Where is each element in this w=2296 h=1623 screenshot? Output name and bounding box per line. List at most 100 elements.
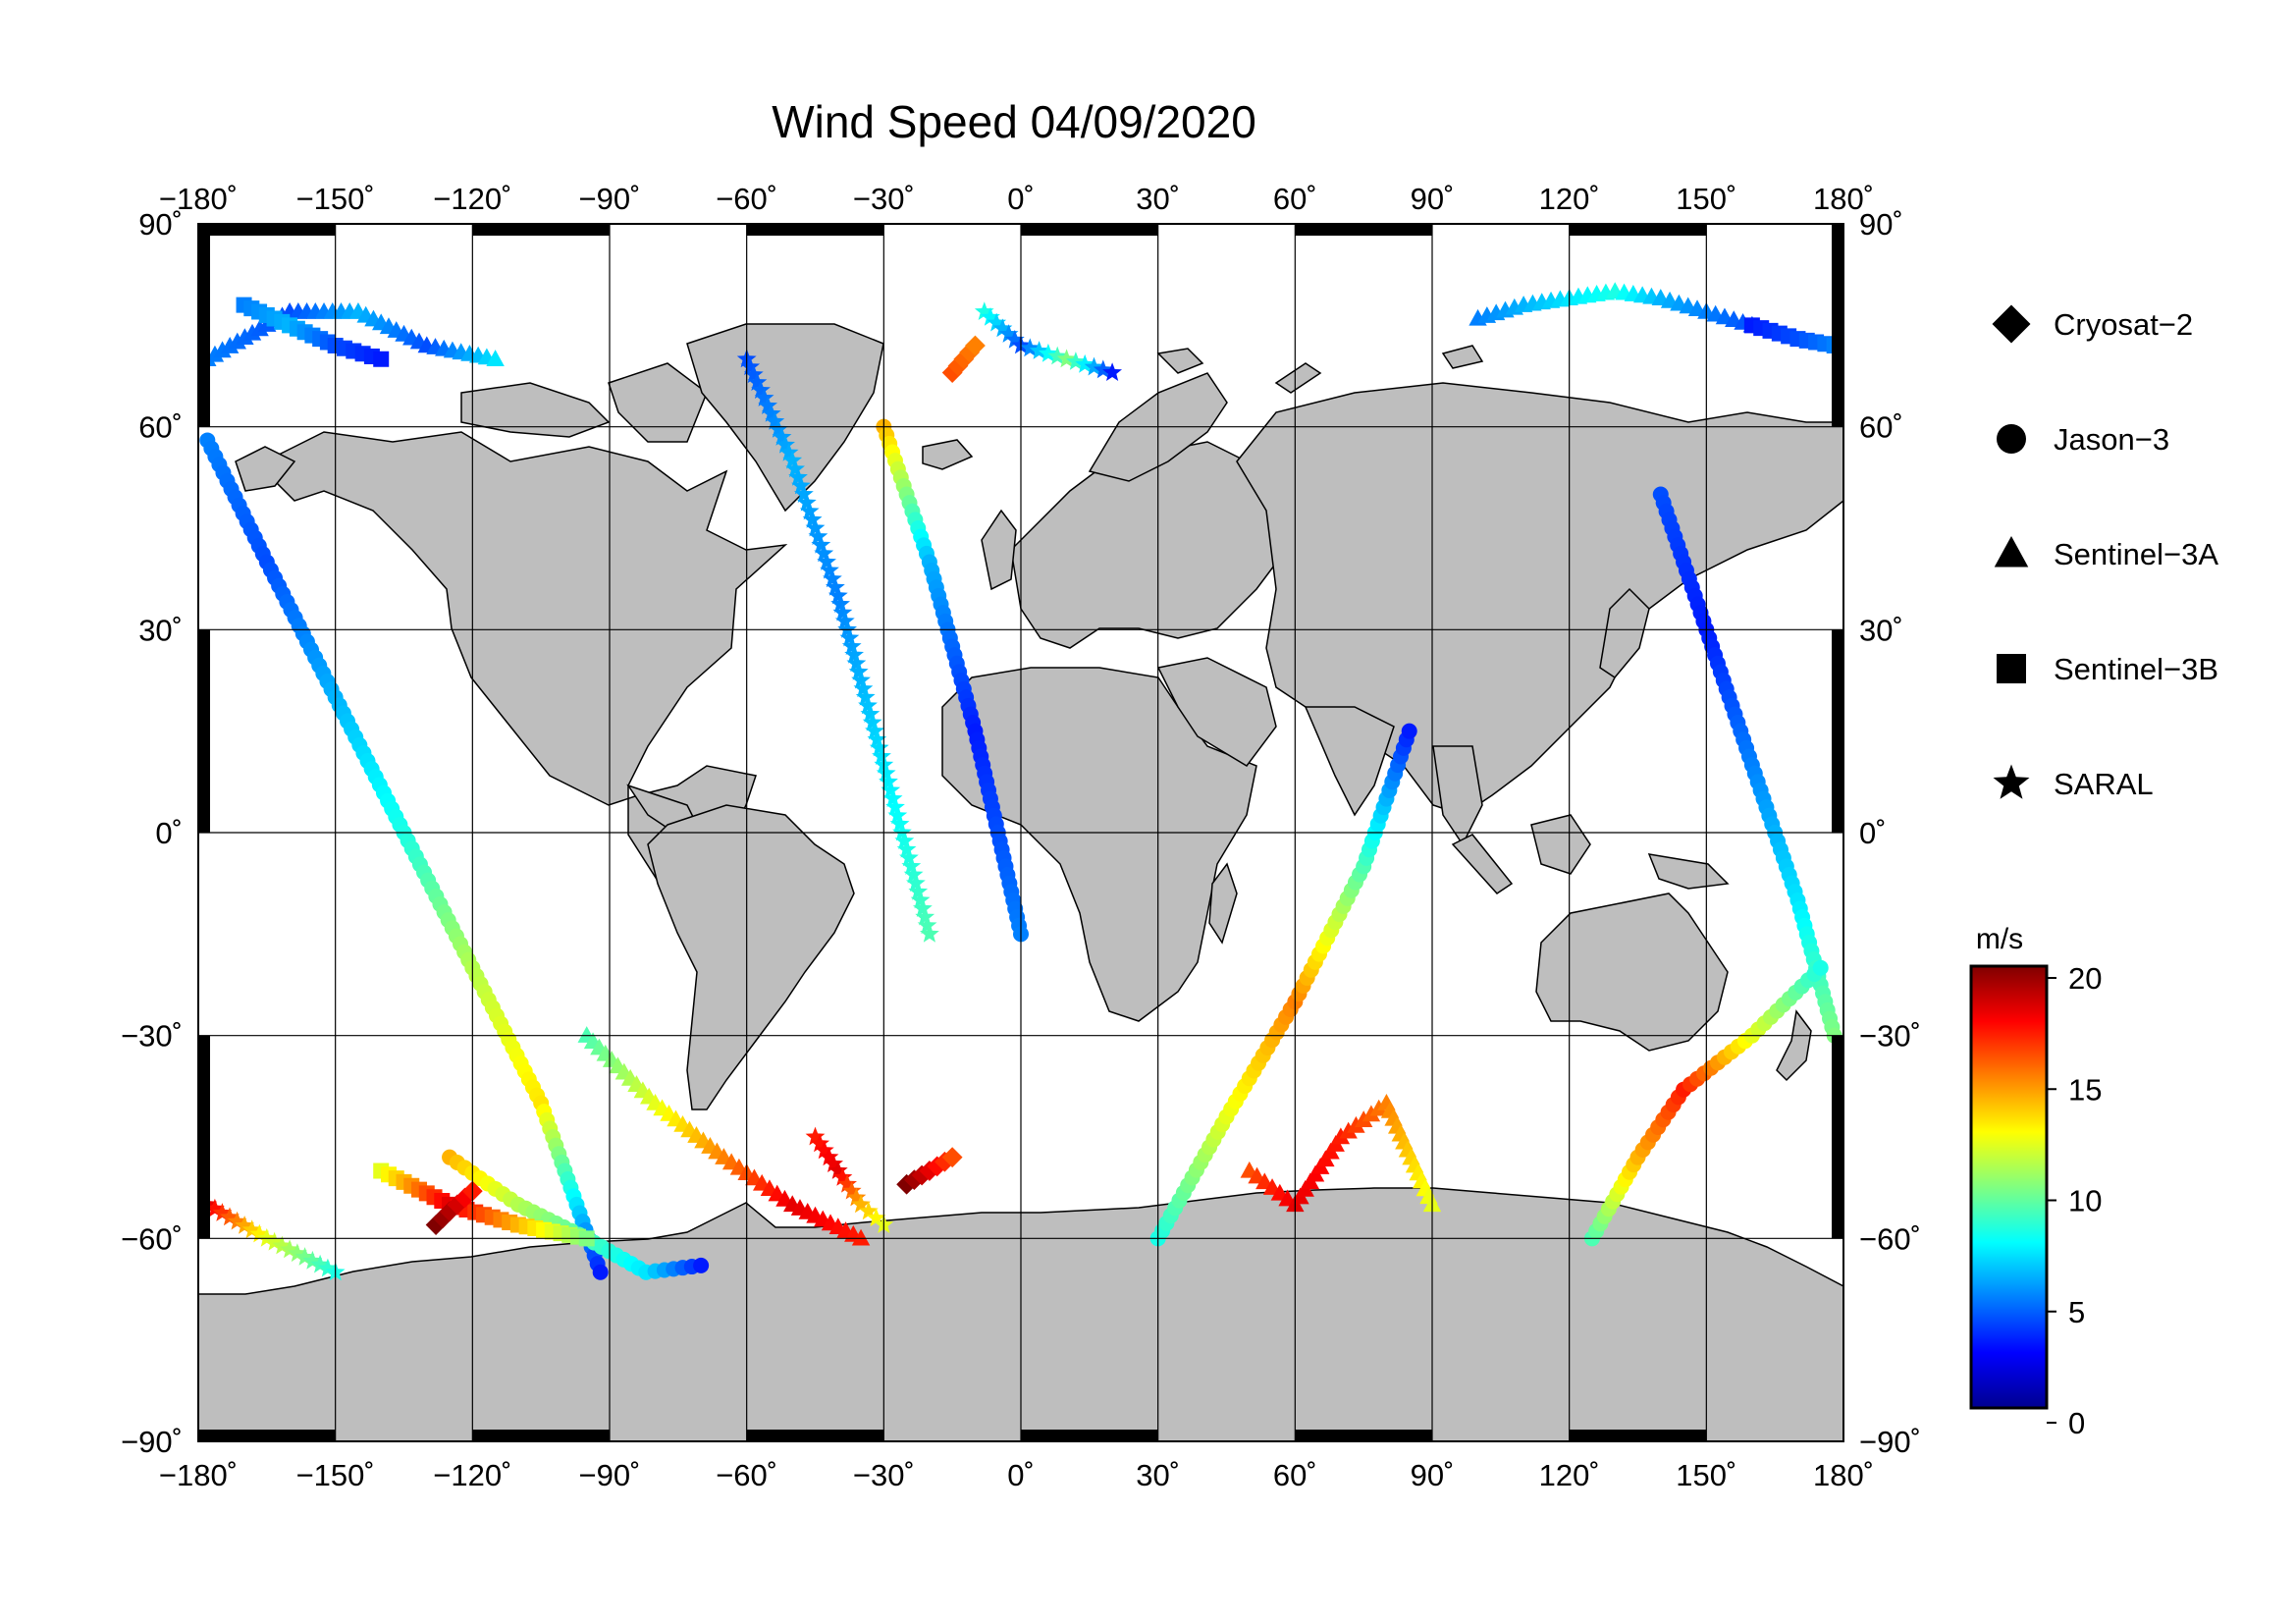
lat-tick-label-left: −90˚ — [121, 1425, 183, 1459]
track-point — [824, 1154, 843, 1172]
latitude-ticks-right: 90˚ 60˚ 30˚ 0˚ −30˚ −60˚ −90˚ — [1859, 207, 1921, 1459]
track-point — [775, 434, 795, 454]
track-point — [834, 611, 855, 630]
land-new-guinea — [1647, 853, 1730, 890]
circle-icon — [1997, 424, 2026, 454]
lon-tick-label-bottom: 60˚ — [1273, 1458, 1317, 1492]
satellite-legend: Cryosat−2 Jason−3 Sentinel−3A Sentinel−3B SA… — [1992, 304, 2218, 801]
frame-bar-top — [198, 224, 336, 236]
track-point — [1812, 959, 1829, 976]
track-point — [992, 318, 1013, 338]
frame-bar-left — [198, 1035, 210, 1239]
track-point — [867, 729, 887, 748]
legend-label: Cryosat−2 — [2054, 307, 2193, 342]
track-point — [832, 602, 853, 622]
lon-tick-label-top: −60˚ — [716, 182, 777, 216]
star-icon — [1993, 764, 2030, 799]
track-point — [889, 814, 910, 833]
track-point — [212, 1203, 233, 1221]
track-point — [953, 349, 975, 370]
track-point — [851, 1194, 871, 1214]
track-point — [1029, 341, 1049, 359]
colorbar: m/s 20 15 10 5 0 — [1969, 923, 2102, 1440]
track-point — [805, 517, 826, 537]
frame-bar-bottom — [198, 1430, 336, 1441]
lat-tick-label-right: 0˚ — [1859, 816, 1887, 850]
frame-bar-left — [198, 224, 210, 427]
track-point — [974, 301, 994, 320]
land-novaya-zemlya — [1274, 362, 1322, 394]
frame-bar-right — [1832, 629, 1843, 833]
track-point — [1004, 329, 1025, 349]
track-point — [788, 466, 808, 486]
track-point — [899, 847, 919, 867]
frame-bar-left — [198, 629, 210, 833]
track-point — [879, 771, 898, 790]
lon-tick-label-bottom: 180˚ — [1813, 1458, 1874, 1492]
track-point — [865, 721, 884, 740]
track-point — [915, 906, 935, 926]
lon-tick-label-top: −90˚ — [579, 182, 641, 216]
land-south-america — [647, 804, 855, 1110]
track-point — [841, 1180, 862, 1200]
land-japan — [1599, 587, 1650, 678]
land-alaska — [235, 446, 296, 492]
track-point — [820, 560, 839, 579]
track-point — [264, 1231, 285, 1251]
track-point — [869, 737, 889, 757]
colorbar-ticks: 20 15 10 5 0 — [2047, 961, 2102, 1440]
track-point — [896, 839, 917, 858]
track-point — [844, 644, 864, 664]
track-point — [892, 822, 912, 841]
track-point — [235, 1216, 254, 1234]
lon-tick-label-bottom: −60˚ — [716, 1458, 777, 1492]
track-point — [819, 1147, 839, 1166]
frame-bar-top — [1569, 224, 1707, 236]
legend-item-triangle: Sentinel−3A — [1994, 536, 2218, 571]
track-point — [805, 1126, 826, 1146]
frame-bar-bottom — [472, 1430, 610, 1441]
lon-tick-label-bottom: −120˚ — [433, 1458, 511, 1492]
map-title: Wind Speed 04/09/2020 — [772, 96, 1256, 147]
track-point — [830, 594, 850, 613]
track-point — [1102, 362, 1122, 381]
colorbar-gradient — [1969, 964, 2049, 1410]
legend-label: SARAL — [2054, 767, 2154, 801]
latitude-ticks-left: 90˚ 60˚ 30˚ 0˚ −30˚ −60˚ −90˚ — [121, 207, 183, 1459]
track-point — [828, 1161, 848, 1179]
track-point — [1362, 1105, 1381, 1122]
track-point — [882, 788, 903, 807]
lon-tick-label-top: −150˚ — [296, 182, 375, 216]
longitude-ticks-bottom: −180˚ −150˚ −120˚ −90˚ −60˚ −30˚ 0˚ 30˚ 60˚ 90˚ 12… — [159, 1458, 1874, 1492]
track-point — [772, 426, 792, 446]
track-point — [858, 695, 878, 715]
track-point — [826, 576, 845, 596]
track-point — [919, 1161, 940, 1181]
track-point — [862, 712, 882, 731]
lon-tick-label-bottom: −30˚ — [853, 1458, 915, 1492]
land-greenland — [686, 323, 884, 513]
track-point — [241, 1219, 262, 1239]
legend-label: Sentinel−3A — [2054, 537, 2218, 571]
track-point — [227, 1211, 247, 1230]
land-new-zealand — [1776, 1009, 1812, 1082]
lat-tick-label-right: −30˚ — [1859, 1019, 1921, 1054]
map-area — [197, 223, 1844, 1442]
frame-bar-bottom — [1569, 1430, 1707, 1441]
track-point — [761, 404, 781, 422]
track-point — [747, 372, 768, 391]
track-point — [220, 1207, 240, 1226]
land-iceland — [922, 439, 974, 470]
lon-tick-label-top: 90˚ — [1411, 182, 1455, 216]
map-frame-bars — [198, 224, 1843, 1441]
track-point — [228, 332, 246, 350]
lon-tick-label-bottom: −90˚ — [579, 1458, 641, 1492]
colorbar-unit: m/s — [1976, 923, 2023, 955]
track-point — [802, 510, 823, 528]
land-madagascar — [1208, 862, 1238, 945]
track-point — [794, 484, 814, 503]
legend-label: Jason−3 — [2054, 422, 2169, 457]
track-point — [256, 1227, 277, 1247]
legend-item-star: SARAL — [1993, 764, 2154, 801]
track-point — [872, 746, 891, 765]
